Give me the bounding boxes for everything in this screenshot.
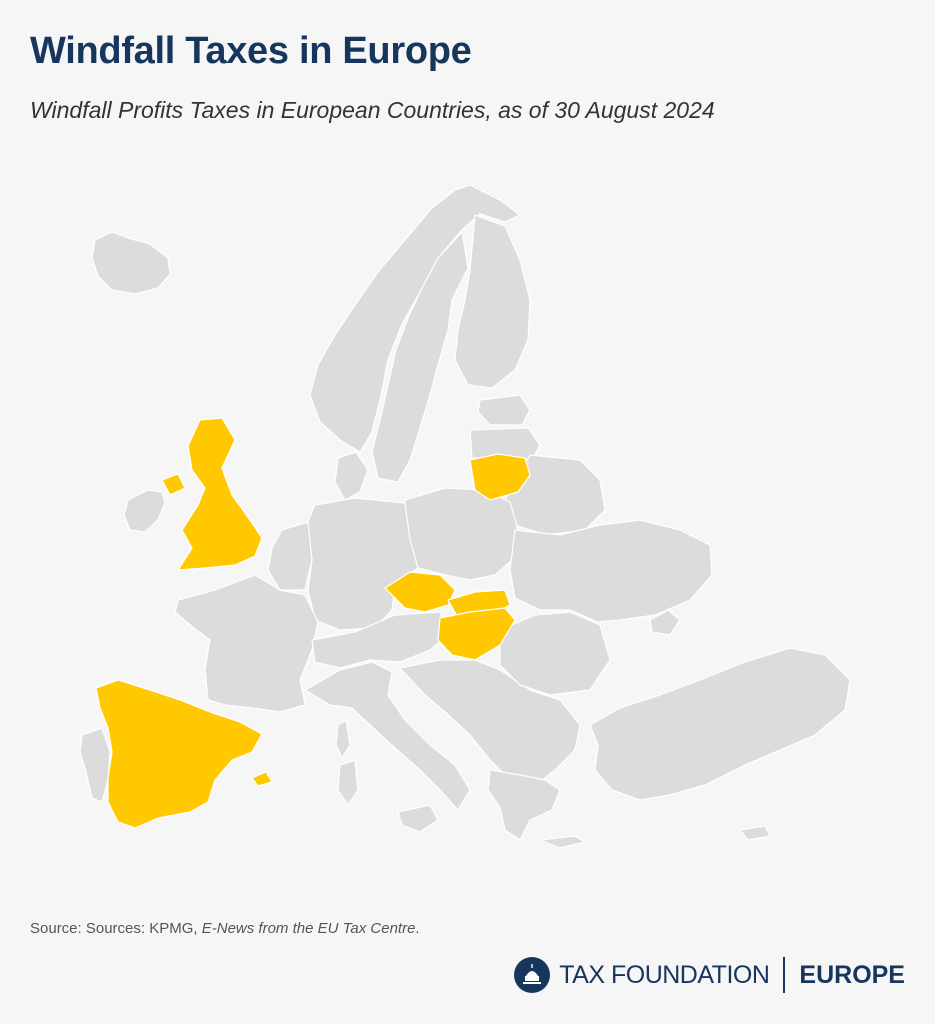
country-crimea	[649, 609, 681, 636]
brand-logo: TAX FOUNDATION EUROPE	[513, 955, 905, 995]
country-greece	[487, 769, 561, 841]
country-italy	[304, 661, 471, 811]
capitol-dome-icon	[514, 957, 551, 993]
country-corsica	[335, 719, 351, 759]
country-cyprus	[739, 825, 771, 841]
country-sicily	[397, 804, 439, 833]
source-publication: E-News from the EU Tax Centre	[201, 920, 416, 937]
country-finland	[454, 214, 531, 389]
country-latvia	[469, 427, 541, 461]
country-denmark	[334, 451, 369, 501]
country-portugal	[79, 727, 111, 803]
country-romania	[499, 611, 611, 696]
country-poland	[404, 487, 519, 581]
source-suffix: .	[415, 920, 420, 937]
country-germany	[301, 497, 419, 631]
country-france	[174, 574, 319, 713]
country-czech-republic	[384, 571, 456, 613]
country-lithuania	[469, 453, 531, 501]
brand-divider	[783, 957, 786, 993]
country-estonia	[477, 394, 531, 426]
country-ireland	[123, 489, 166, 533]
country-northern-ireland	[161, 473, 186, 496]
country-hungary	[437, 607, 516, 661]
page-subtitle: Windfall Profits Taxes in European Count…	[30, 97, 715, 123]
country-norway	[309, 184, 521, 453]
country-sweden	[371, 231, 469, 483]
country-spain	[95, 679, 263, 829]
country-alpine	[311, 611, 449, 669]
country-benelux	[267, 521, 313, 591]
country-united-kingdom	[177, 417, 263, 571]
country-crete	[539, 835, 586, 849]
brand-region: EUROPE	[799, 960, 905, 989]
brand-name: TAX FOUNDATION	[559, 960, 770, 989]
country-iceland	[91, 231, 171, 295]
country-turkey	[589, 647, 851, 801]
source-note: Source: Sources: KPMG, E-News from the E…	[30, 920, 420, 937]
source-prefix: Source: Sources: KPMG,	[30, 920, 202, 937]
page-title: Windfall Taxes in Europe	[30, 30, 472, 72]
country-ukraine	[509, 519, 713, 623]
country-spain-balearic	[251, 771, 273, 787]
country-balkans	[399, 659, 581, 791]
country-sardinia	[337, 759, 359, 806]
europe-map	[79, 184, 851, 849]
